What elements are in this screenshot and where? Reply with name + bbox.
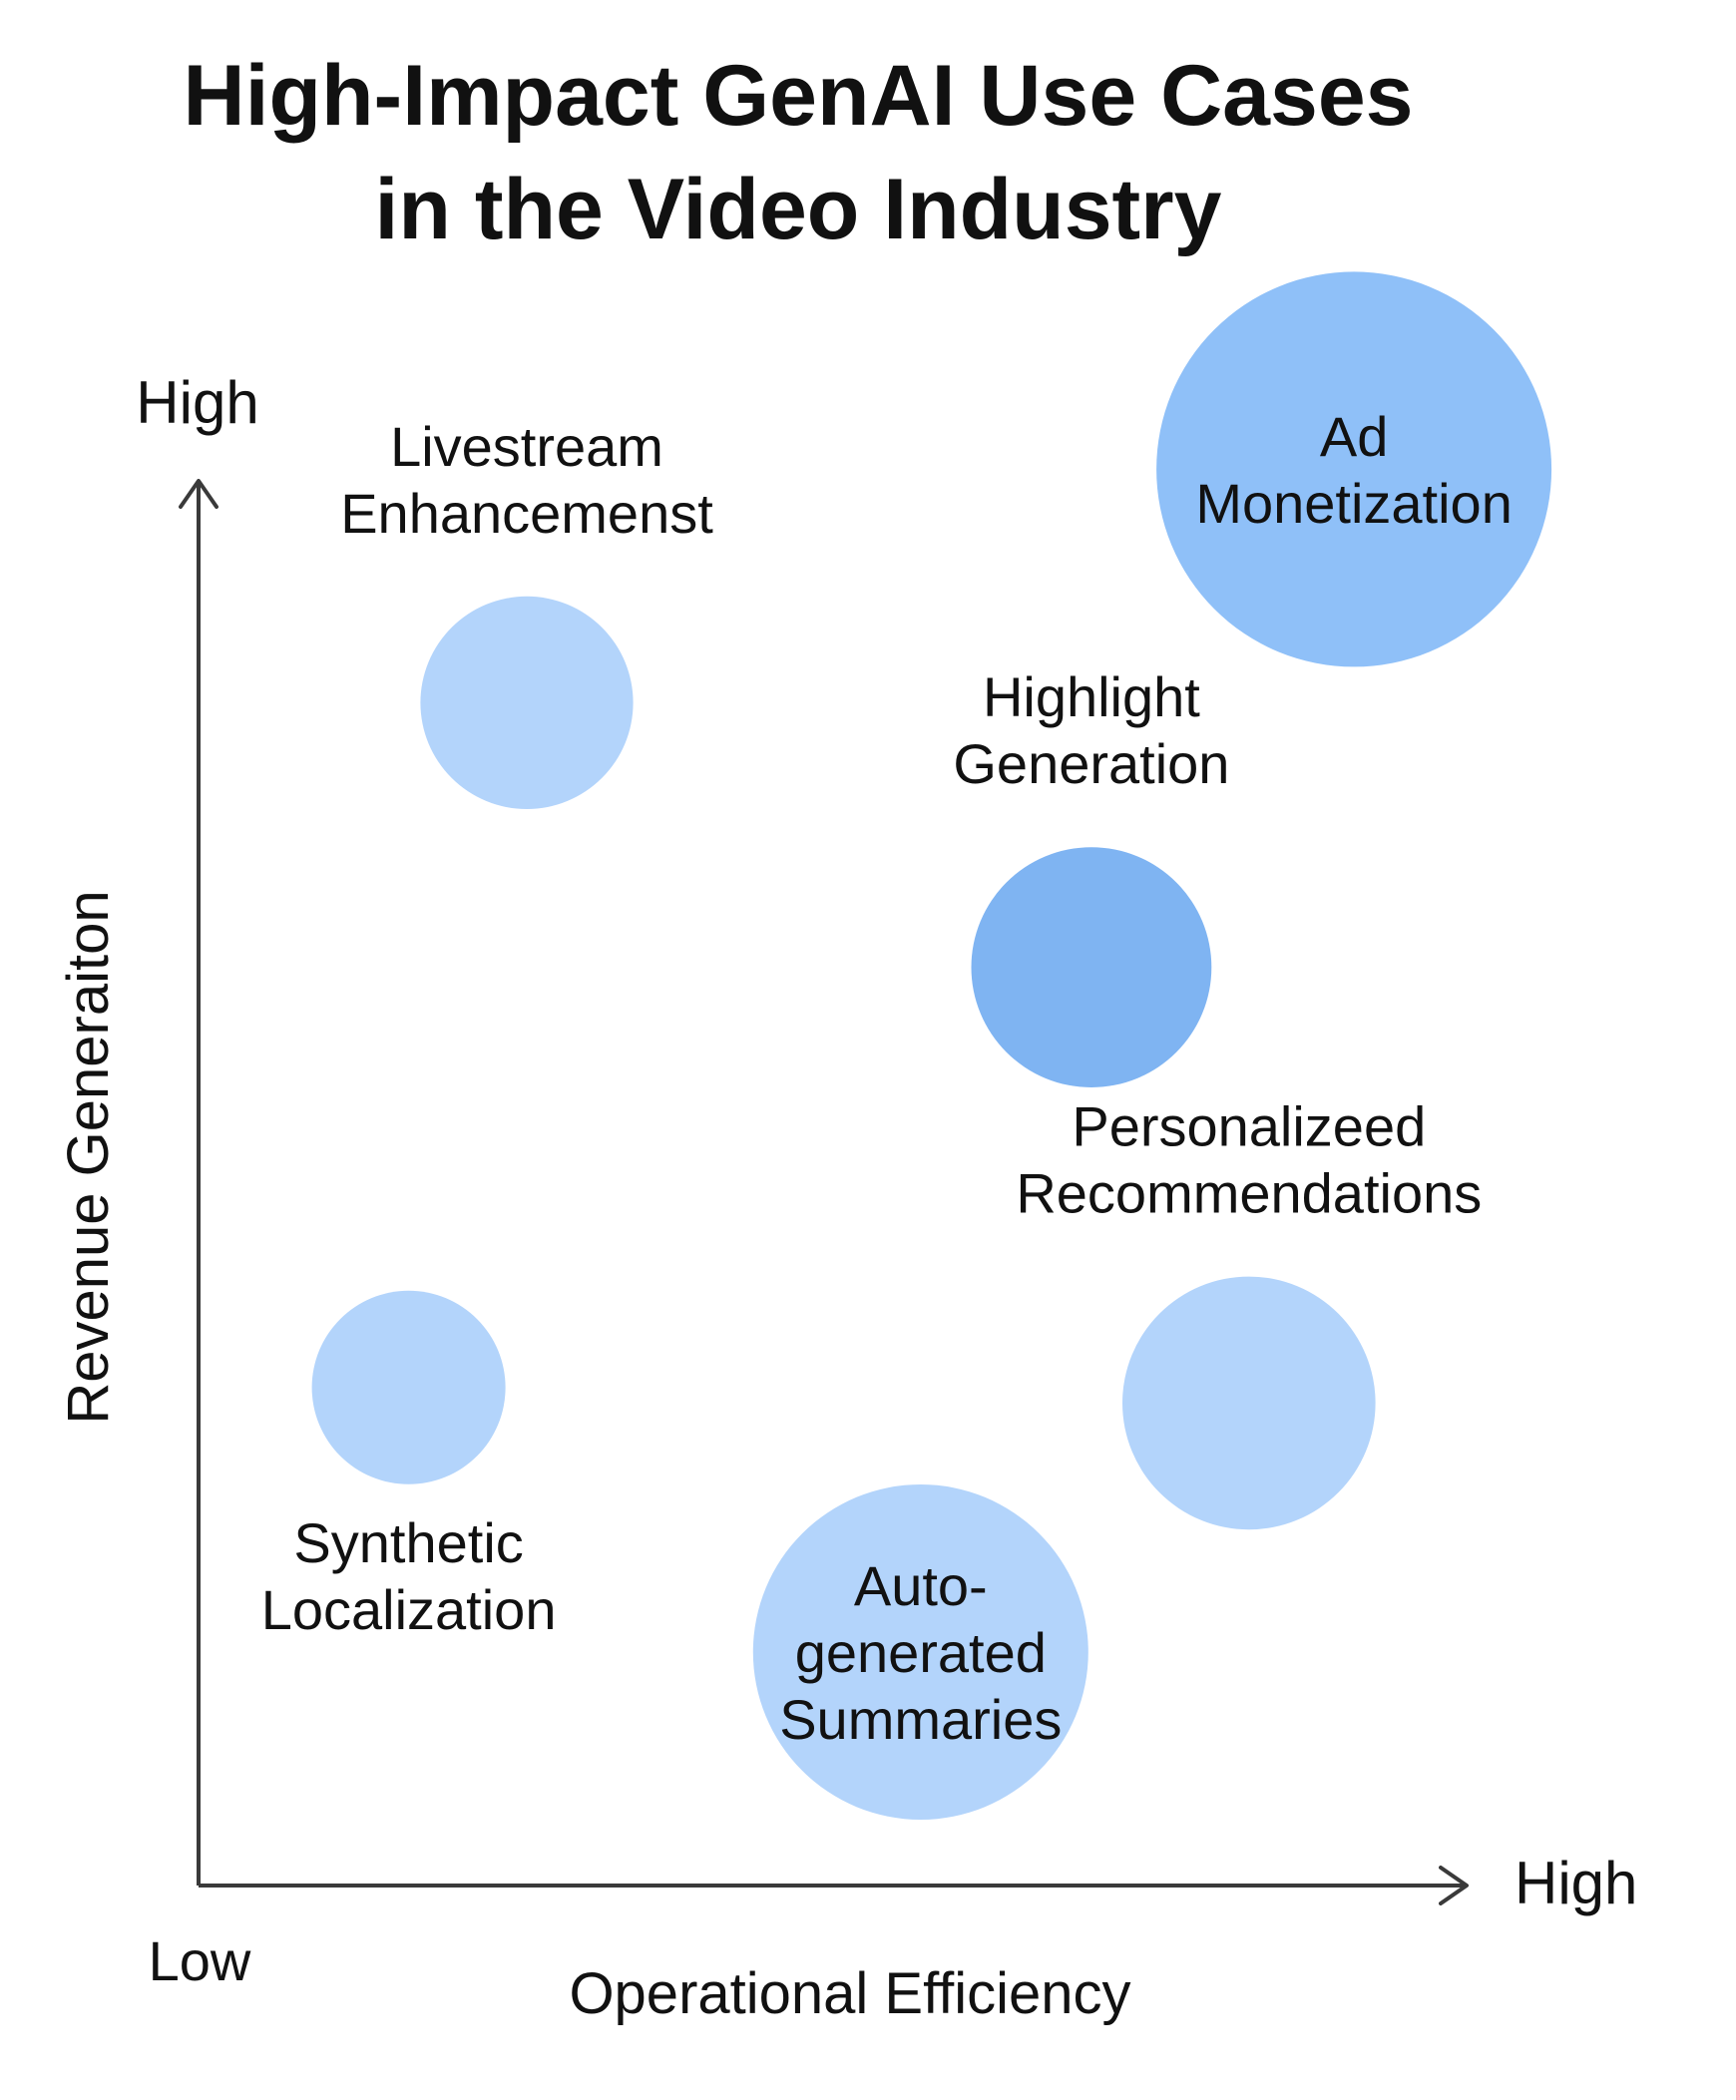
bubble-label-line: Summaries <box>779 1688 1062 1751</box>
bubble-label: Synthetic Localization <box>261 1511 557 1641</box>
bubble-label-line: Synthetic <box>293 1511 523 1574</box>
bubble-label-line: generated <box>795 1621 1047 1684</box>
bubble-group: Livestream Enhancemenst <box>340 415 713 810</box>
bubble-label-line: Personalizeed <box>1072 1095 1426 1158</box>
bubble-point <box>420 596 634 810</box>
y-axis-label: Revenue Generaiton <box>56 890 121 1424</box>
axes <box>179 479 1469 1905</box>
bubble-label: Livestream Enhancemenst <box>340 415 713 545</box>
bubbles: Ad Monetization Livestream Enhancemenst High… <box>261 271 1552 1820</box>
bubble-group: Ad Monetization <box>1156 271 1552 667</box>
bubble-group: Personalizeed Recommendations <box>1016 1095 1482 1530</box>
bubble-group: Auto-generated Summaries <box>752 1484 1088 1820</box>
bubble-label-line: Livestream <box>390 415 663 478</box>
bubble-label-line: Auto- <box>854 1554 988 1617</box>
chart-title-line: in the Video Industry <box>375 162 1222 257</box>
bubble-label-line: Highlight <box>983 665 1200 728</box>
bubble-label-line: Localization <box>261 1578 557 1641</box>
bubble-label-line: Monetization <box>1195 472 1513 535</box>
y-axis-high-label: High <box>136 369 258 436</box>
chart-title-line: High-Impact GenAI Use Cases <box>183 48 1413 144</box>
bubble-point <box>971 847 1212 1087</box>
x-axis-label: Operational Efficiency <box>569 1961 1130 2026</box>
bubble-label: Highlight Generation <box>953 665 1229 795</box>
bubble-label-line: Enhancemenst <box>340 482 713 545</box>
bubble-label: Auto-generated Summaries <box>779 1554 1062 1751</box>
bubble-point <box>311 1290 506 1484</box>
chart-title: High-Impact GenAI Use Cases in the Video … <box>183 48 1413 257</box>
bubble-group: Synthetic Localization <box>261 1290 557 1641</box>
bubble-point <box>1156 271 1552 667</box>
bubble-point <box>752 1484 1088 1820</box>
bubble-label: Personalizeed Recommendations <box>1016 1095 1482 1225</box>
bubble-label-line: Generation <box>953 732 1229 795</box>
x-axis-high-label: High <box>1515 1850 1637 1916</box>
bubble-label-line: Ad <box>1320 405 1389 468</box>
origin-low-label: Low <box>149 1929 251 1992</box>
bubble-label: Ad Monetization <box>1195 405 1513 535</box>
bubble-point <box>1122 1276 1376 1530</box>
bubble-label-line: Recommendations <box>1016 1162 1482 1225</box>
bubble-group: Highlight Generation <box>953 665 1229 1087</box>
